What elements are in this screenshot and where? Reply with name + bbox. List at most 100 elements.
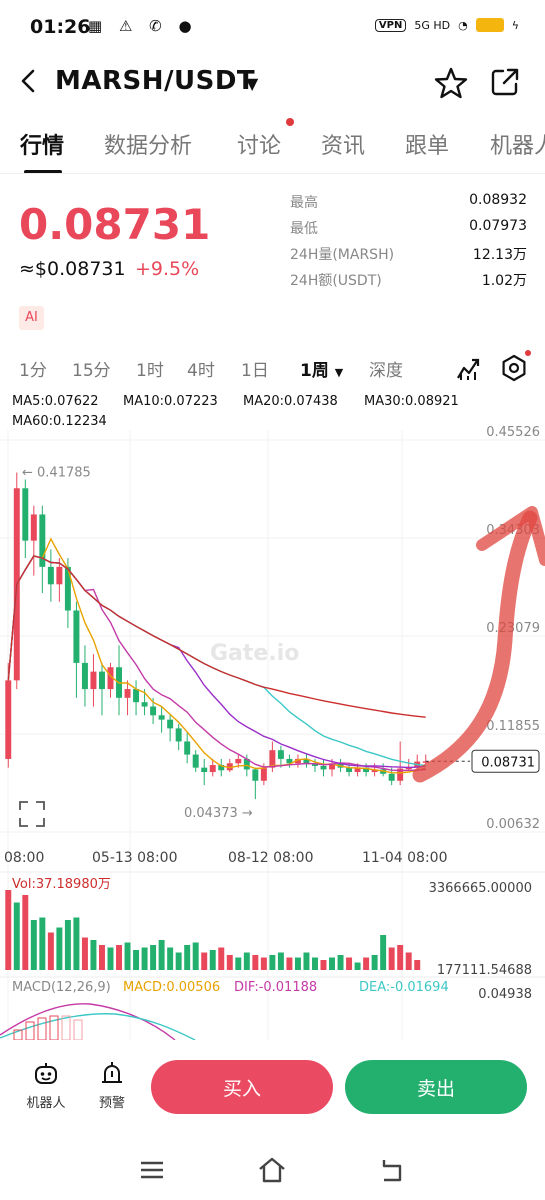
candle-body bbox=[201, 767, 208, 773]
volume-bar bbox=[354, 962, 361, 970]
robot-button[interactable]: 机器人 bbox=[16, 1060, 76, 1111]
interval-1w[interactable]: 1周 ▼ bbox=[300, 356, 343, 381]
last-price-box bbox=[471, 749, 540, 773]
volume-bar bbox=[167, 947, 174, 970]
signal-icon: 5G HD bbox=[414, 18, 451, 32]
volume-bar bbox=[388, 947, 395, 970]
interval-15m[interactable]: 15分 bbox=[72, 361, 111, 381]
candle-body bbox=[329, 763, 336, 770]
candle-body bbox=[346, 767, 353, 773]
interval-4h[interactable]: 4时 bbox=[187, 361, 215, 381]
charging-icon: ϟ bbox=[511, 18, 519, 32]
back-nav-icon[interactable] bbox=[376, 1154, 408, 1186]
ma20-legend: MA20:0.07438 bbox=[243, 394, 338, 409]
y-tick-label: 0.11855 bbox=[486, 719, 540, 734]
pair-dropdown-icon[interactable]: ▼ bbox=[246, 74, 259, 93]
stat-turnover: 24H额(USDT) 1.02万 bbox=[290, 270, 527, 296]
indicator-icon[interactable] bbox=[455, 354, 483, 382]
recent-apps-icon[interactable] bbox=[136, 1154, 168, 1186]
volume-bar bbox=[141, 947, 148, 970]
volume-bar bbox=[235, 957, 242, 970]
macd-histogram-bar bbox=[49, 1015, 59, 1040]
candle-body bbox=[303, 758, 310, 764]
alert-label: 预警 bbox=[98, 1096, 125, 1111]
volume-bar bbox=[363, 957, 370, 970]
candle-body bbox=[124, 689, 131, 698]
candle-body bbox=[56, 566, 63, 585]
ma30-legend: MA30:0.08921 bbox=[364, 394, 459, 409]
volume-bar bbox=[260, 957, 267, 970]
share-icon[interactable] bbox=[489, 66, 521, 98]
interval-1w-label: 1周 bbox=[300, 361, 329, 381]
candle-body bbox=[277, 750, 284, 759]
interval-1h[interactable]: 1时 bbox=[136, 361, 164, 381]
discussion-notification-dot bbox=[286, 118, 294, 126]
tab-data-analysis[interactable]: 数据分析 bbox=[104, 134, 193, 159]
interval-1d[interactable]: 1日 bbox=[241, 361, 269, 381]
home-icon[interactable] bbox=[256, 1154, 288, 1186]
tab-market[interactable]: 行情 bbox=[20, 134, 65, 159]
tab-discussion[interactable]: 讨论 bbox=[237, 134, 282, 159]
candle-body bbox=[133, 689, 140, 703]
volume-bar bbox=[414, 960, 421, 970]
x-tick-label: 11-04 08:00 bbox=[362, 850, 447, 866]
last-price-label: 0.08731 bbox=[481, 755, 535, 770]
ma60-line bbox=[7, 555, 426, 718]
volume-legend: Vol:37.18980万 bbox=[12, 877, 111, 892]
system-nav-bar bbox=[0, 1140, 545, 1200]
alert-button[interactable]: 预警 bbox=[82, 1060, 142, 1111]
kline-svg: 0.455260.343030.230790.118550.00632Gate.… bbox=[0, 425, 545, 1040]
macd-histogram-bar bbox=[61, 1015, 71, 1040]
status-time: 01:26 bbox=[30, 16, 91, 38]
ma5-legend: MA5:0.07622 bbox=[12, 394, 99, 409]
tab-bots[interactable]: 机器人 bbox=[490, 134, 545, 159]
volume-bar bbox=[192, 942, 199, 970]
volume-bar bbox=[64, 920, 71, 970]
y-tick-label: 0.45526 bbox=[486, 425, 540, 440]
buy-button[interactable]: 买入 bbox=[151, 1060, 333, 1114]
pair-title[interactable]: MARSH/USDT bbox=[55, 66, 256, 96]
sell-button[interactable]: 卖出 bbox=[345, 1060, 527, 1114]
favorite-star-icon[interactable] bbox=[434, 66, 468, 100]
vpn-icon: VPN bbox=[374, 18, 407, 32]
volume-bar bbox=[30, 920, 37, 970]
tab-copy-trading[interactable]: 跟单 bbox=[405, 134, 450, 159]
macd-value: MACD:0.00506 bbox=[123, 980, 220, 995]
volume-bar bbox=[81, 937, 88, 970]
high-marker: ← 0.41785 bbox=[22, 466, 91, 481]
ma5-line bbox=[7, 537, 426, 774]
volume-bar bbox=[243, 952, 250, 970]
interval-depth[interactable]: 深度 bbox=[369, 361, 403, 381]
volume-bar bbox=[98, 945, 105, 970]
ai-badge[interactable]: AI bbox=[19, 306, 44, 330]
candle-body bbox=[388, 773, 395, 781]
stat-value: 0.07973 bbox=[469, 218, 527, 234]
annotation-arrow bbox=[412, 510, 538, 783]
volume-bar bbox=[371, 955, 378, 970]
x-tick-label: 08-12 08:00 bbox=[228, 850, 313, 866]
candle-body bbox=[167, 719, 174, 729]
kline-chart[interactable]: MA5:0.07622 MA10:0.07223 MA20:0.07438 MA… bbox=[0, 390, 545, 1040]
candle-body bbox=[209, 765, 216, 773]
volume-bar bbox=[22, 895, 29, 970]
volume-bar bbox=[277, 952, 284, 970]
macd-histogram-bar bbox=[37, 1017, 47, 1040]
volume-bar bbox=[405, 952, 412, 970]
back-arrow-icon[interactable] bbox=[14, 66, 44, 96]
price-change: +9.5% bbox=[135, 258, 200, 280]
interval-1m[interactable]: 1分 bbox=[19, 361, 47, 381]
volume-bar bbox=[107, 947, 114, 970]
candle-body bbox=[294, 758, 301, 764]
chart-settings-icon[interactable] bbox=[500, 354, 528, 382]
dea-value: DEA:-0.01694 bbox=[359, 980, 449, 995]
volume-bar bbox=[311, 957, 318, 970]
candle-body bbox=[73, 610, 80, 663]
volume-bar bbox=[346, 957, 353, 970]
tab-news[interactable]: 资讯 bbox=[321, 134, 366, 159]
volume-bar bbox=[303, 952, 310, 970]
volume-bar bbox=[294, 957, 301, 970]
stat-label: 24H量(MARSH) bbox=[290, 247, 395, 263]
annotation-arrowhead bbox=[476, 506, 545, 566]
candle-body bbox=[354, 767, 361, 773]
candle-body bbox=[269, 750, 276, 768]
